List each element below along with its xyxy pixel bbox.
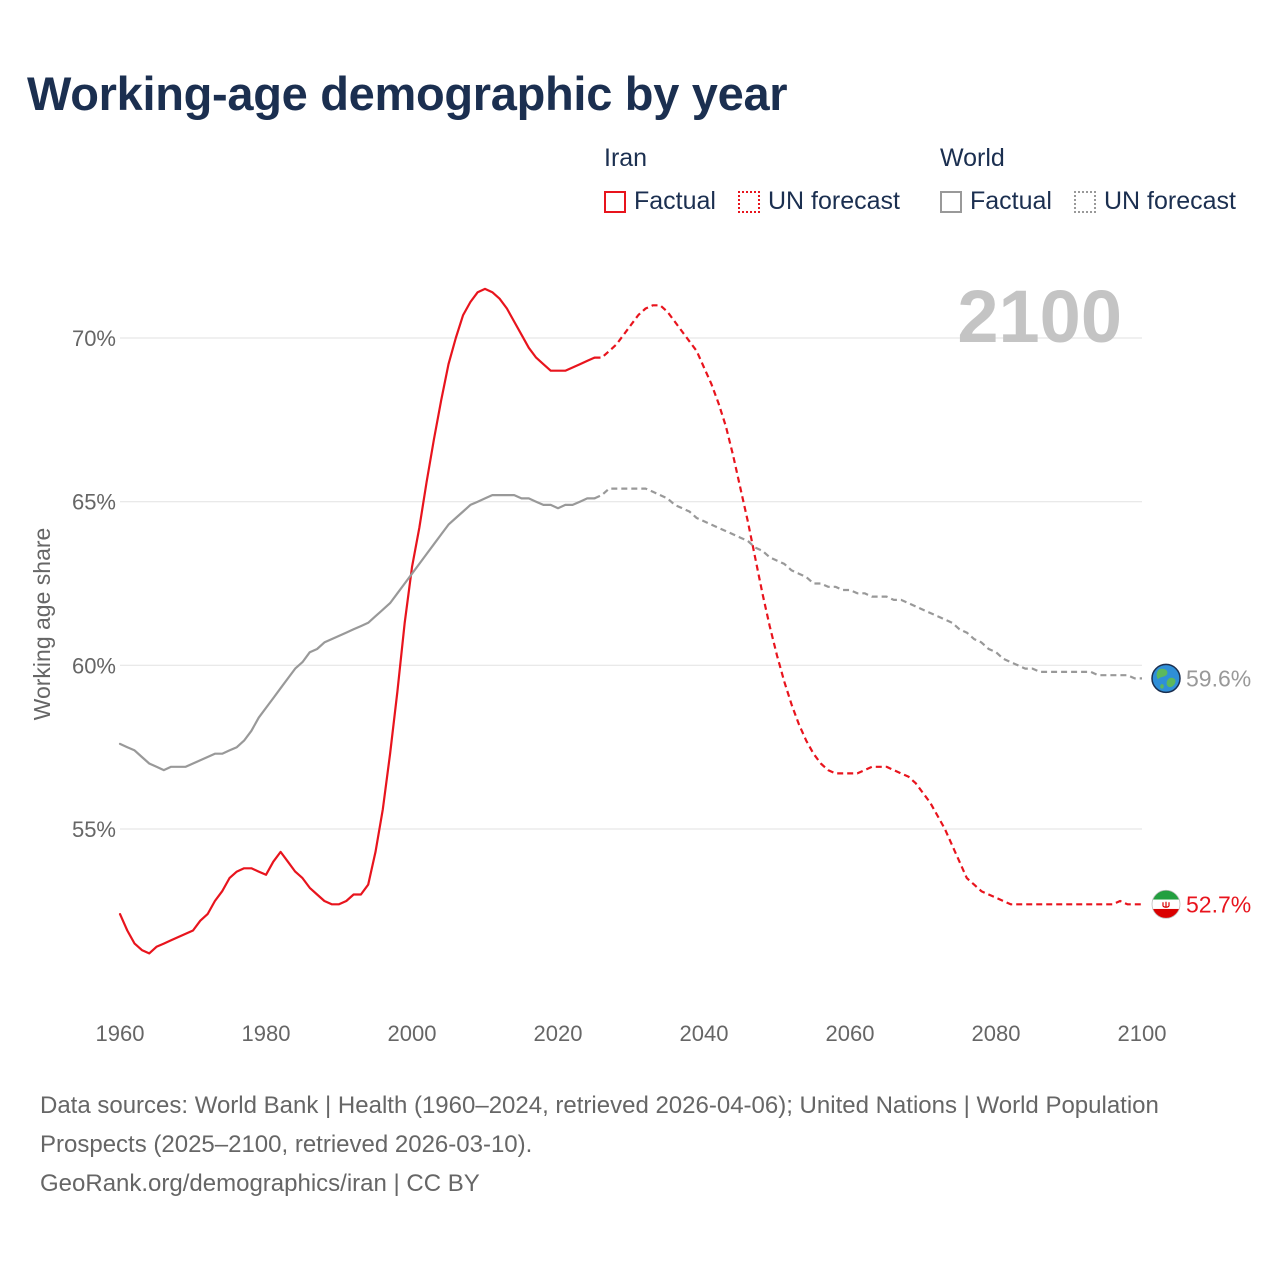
current-year-label: 2100 bbox=[957, 275, 1122, 358]
x-tick-label: 2020 bbox=[534, 1021, 583, 1046]
legend-label: UN forecast bbox=[1104, 187, 1236, 215]
data-sources-text: Data sources: World Bank | Health (1960–… bbox=[40, 1092, 1159, 1158]
legend-label: Factual bbox=[970, 187, 1052, 215]
globe-icon bbox=[1151, 663, 1181, 694]
legend-world-forecast[interactable]: UN forecast bbox=[1074, 187, 1236, 216]
x-tick-label: 1980 bbox=[242, 1021, 291, 1046]
page-title: Working-age demographic by year bbox=[27, 67, 788, 120]
legend-label: UN forecast bbox=[768, 187, 900, 215]
y-axis-ticks: 55% 60% 65% 70% bbox=[72, 326, 116, 842]
iran-flag-icon bbox=[1151, 889, 1181, 919]
y-tick-label: 55% bbox=[72, 817, 116, 842]
grid-lines bbox=[120, 337, 1142, 830]
world-end-value: 59.6% bbox=[1186, 665, 1251, 691]
legend-group-iran: Iran bbox=[604, 144, 648, 172]
series-line-iran-forecast bbox=[594, 304, 1142, 906]
x-tick-label: 2100 bbox=[1118, 1021, 1167, 1046]
y-tick-label: 60% bbox=[72, 653, 116, 678]
legend-iran-forecast[interactable]: UN forecast bbox=[738, 187, 900, 216]
series-line-world-forecast bbox=[594, 487, 1142, 680]
series-group bbox=[118, 287, 1142, 955]
x-tick-label: 2080 bbox=[972, 1021, 1021, 1046]
series-line-world-factual bbox=[118, 494, 596, 772]
legend-iran-factual[interactable]: Factual bbox=[604, 187, 716, 216]
y-tick-label: 70% bbox=[72, 326, 116, 351]
credit-link[interactable]: GeoRank.org/demographics/iran | CC BY bbox=[40, 1170, 480, 1197]
x-axis-ticks: 1960 1980 2000 2020 2040 2060 2080 2100 bbox=[96, 1021, 1167, 1046]
x-tick-label: 1960 bbox=[96, 1021, 145, 1046]
legend-label: Factual bbox=[634, 187, 716, 215]
x-tick-label: 2060 bbox=[826, 1021, 875, 1046]
legend-world-factual[interactable]: Factual bbox=[940, 187, 1052, 216]
legend-group-world: World bbox=[940, 144, 1005, 172]
legend-swatch-iran-factual bbox=[604, 190, 626, 213]
y-tick-label: 65% bbox=[72, 490, 116, 515]
legend-swatch-world-factual bbox=[940, 190, 962, 213]
legend-swatch-world-forecast bbox=[1074, 190, 1096, 213]
footer: Data sources: World Bank | Health (1960–… bbox=[40, 1086, 1180, 1203]
series-line-iran-factual bbox=[118, 287, 596, 955]
line-chart: 2100 55% 60% 65% 70% 1960 1980 2000 2020 2040 20… bbox=[29, 275, 1251, 1046]
y-axis-label: Working age share bbox=[29, 528, 55, 721]
x-tick-label: 2040 bbox=[680, 1021, 729, 1046]
legend-swatch-iran-forecast bbox=[738, 190, 760, 213]
iran-end-value: 52.7% bbox=[1186, 891, 1251, 917]
x-tick-label: 2000 bbox=[388, 1021, 437, 1046]
